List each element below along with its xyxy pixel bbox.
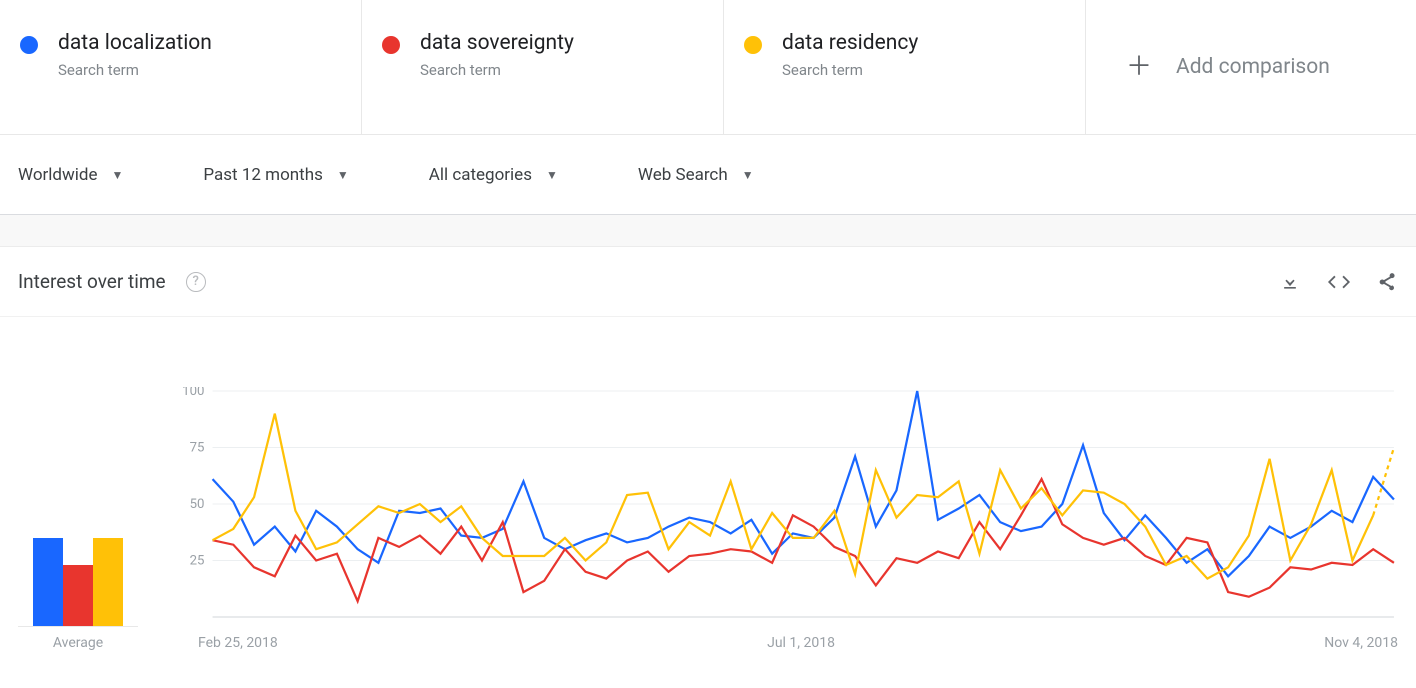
- average-bar: [33, 538, 63, 626]
- term-card-2[interactable]: data sovereignty Search term: [362, 0, 724, 134]
- add-comparison-button[interactable]: ＋ Add comparison: [1086, 0, 1416, 134]
- gap-band: [0, 215, 1416, 247]
- filter-region[interactable]: Worldwide ▼: [18, 165, 123, 185]
- comparison-terms-row: data localization Search term data sover…: [0, 0, 1416, 135]
- term-card-3[interactable]: data residency Search term: [724, 0, 1086, 134]
- chevron-down-icon: ▼: [546, 168, 558, 182]
- average-bars: [18, 532, 138, 627]
- filters-row: Worldwide ▼ Past 12 months ▼ All categor…: [0, 135, 1416, 215]
- plus-icon: ＋: [1126, 54, 1152, 80]
- term-1-label: data localization: [58, 30, 212, 57]
- download-icon[interactable]: [1280, 272, 1300, 292]
- filter-search-type[interactable]: Web Search ▼: [638, 165, 754, 185]
- chevron-down-icon: ▼: [742, 168, 754, 182]
- filter-categories-label: All categories: [429, 165, 532, 185]
- chevron-down-icon: ▼: [337, 168, 349, 182]
- svg-text:75: 75: [190, 441, 205, 456]
- term-2-label: data sovereignty: [420, 30, 574, 57]
- filter-timerange[interactable]: Past 12 months ▼: [203, 165, 348, 185]
- svg-text:50: 50: [190, 497, 205, 512]
- embed-icon[interactable]: [1326, 272, 1352, 292]
- term-dot-1: [20, 36, 38, 54]
- average-block: Average: [18, 387, 138, 651]
- line-chart-wrap: 25 50 75 100 Feb 25, 2018 Jul 1, 2018 Nov 4…: [178, 387, 1408, 651]
- term-dot-3: [744, 36, 762, 54]
- term-2-sub: Search term: [420, 61, 574, 79]
- chart-area: Average 25 50 75 100 Feb 25, 2018 Jul 1, 20…: [0, 317, 1416, 661]
- filter-region-label: Worldwide: [18, 165, 98, 185]
- section-title: Interest over time: [18, 270, 166, 293]
- term-3-label: data residency: [782, 30, 918, 57]
- filter-timerange-label: Past 12 months: [203, 165, 322, 185]
- svg-text:100: 100: [182, 387, 204, 399]
- average-bar: [93, 538, 123, 626]
- filter-search-type-label: Web Search: [638, 165, 728, 185]
- term-dot-2: [382, 36, 400, 54]
- term-1-sub: Search term: [58, 61, 212, 79]
- add-comparison-label: Add comparison: [1176, 55, 1330, 79]
- x-label-1: Feb 25, 2018: [198, 635, 278, 651]
- average-label: Average: [18, 635, 138, 651]
- share-icon[interactable]: [1378, 272, 1398, 292]
- term-card-1[interactable]: data localization Search term: [0, 0, 362, 134]
- line-chart[interactable]: 25 50 75 100: [178, 387, 1398, 627]
- section-header: Interest over time ?: [0, 247, 1416, 317]
- x-label-2: Jul 1, 2018: [767, 635, 835, 651]
- help-icon[interactable]: ?: [186, 272, 206, 292]
- x-label-3: Nov 4, 2018: [1324, 635, 1398, 651]
- svg-text:25: 25: [190, 554, 205, 569]
- term-3-sub: Search term: [782, 61, 918, 79]
- filter-categories[interactable]: All categories ▼: [429, 165, 558, 185]
- chevron-down-icon: ▼: [112, 168, 124, 182]
- average-bar: [63, 565, 93, 626]
